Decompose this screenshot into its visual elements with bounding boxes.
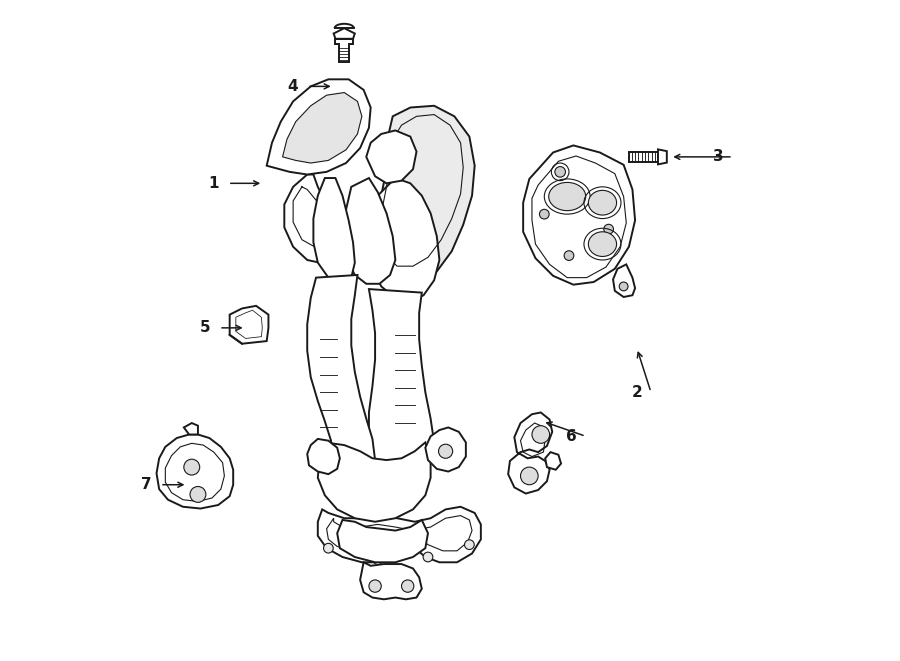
Circle shape: [323, 543, 333, 553]
Polygon shape: [318, 442, 430, 522]
Text: 1: 1: [209, 176, 219, 191]
Circle shape: [532, 426, 550, 444]
Polygon shape: [338, 520, 428, 563]
Ellipse shape: [589, 232, 616, 256]
Text: 4: 4: [288, 79, 299, 94]
Polygon shape: [336, 39, 353, 61]
Circle shape: [619, 282, 628, 291]
Text: 3: 3: [714, 149, 724, 165]
Polygon shape: [307, 439, 340, 474]
Text: 5: 5: [200, 321, 211, 335]
Polygon shape: [360, 563, 422, 600]
Polygon shape: [508, 412, 553, 494]
Polygon shape: [369, 289, 434, 486]
Ellipse shape: [549, 182, 586, 211]
Polygon shape: [307, 275, 375, 489]
Polygon shape: [613, 264, 635, 297]
Circle shape: [555, 167, 565, 177]
Polygon shape: [334, 28, 355, 39]
Circle shape: [539, 210, 549, 219]
Polygon shape: [545, 452, 561, 470]
Polygon shape: [366, 130, 417, 183]
Circle shape: [520, 467, 538, 485]
Polygon shape: [157, 434, 233, 508]
Text: 7: 7: [140, 477, 151, 492]
Polygon shape: [266, 79, 371, 175]
Circle shape: [564, 251, 574, 260]
Polygon shape: [629, 152, 658, 162]
Circle shape: [401, 580, 414, 592]
Polygon shape: [313, 178, 355, 284]
Circle shape: [438, 444, 453, 458]
Polygon shape: [371, 178, 439, 301]
Circle shape: [604, 224, 614, 234]
Text: 2: 2: [632, 385, 643, 400]
Circle shape: [184, 459, 200, 475]
Text: 6: 6: [566, 429, 577, 444]
Polygon shape: [318, 507, 481, 563]
Ellipse shape: [589, 190, 616, 215]
Polygon shape: [344, 178, 395, 284]
Polygon shape: [284, 175, 336, 262]
Circle shape: [190, 486, 206, 502]
Polygon shape: [283, 93, 362, 163]
Circle shape: [369, 580, 382, 592]
Polygon shape: [426, 428, 466, 471]
Polygon shape: [658, 149, 667, 165]
Polygon shape: [375, 106, 474, 284]
Polygon shape: [523, 145, 635, 285]
Polygon shape: [184, 423, 198, 434]
Circle shape: [464, 540, 474, 549]
Polygon shape: [390, 122, 466, 278]
Circle shape: [423, 552, 433, 562]
Polygon shape: [230, 306, 268, 344]
Circle shape: [373, 555, 382, 564]
